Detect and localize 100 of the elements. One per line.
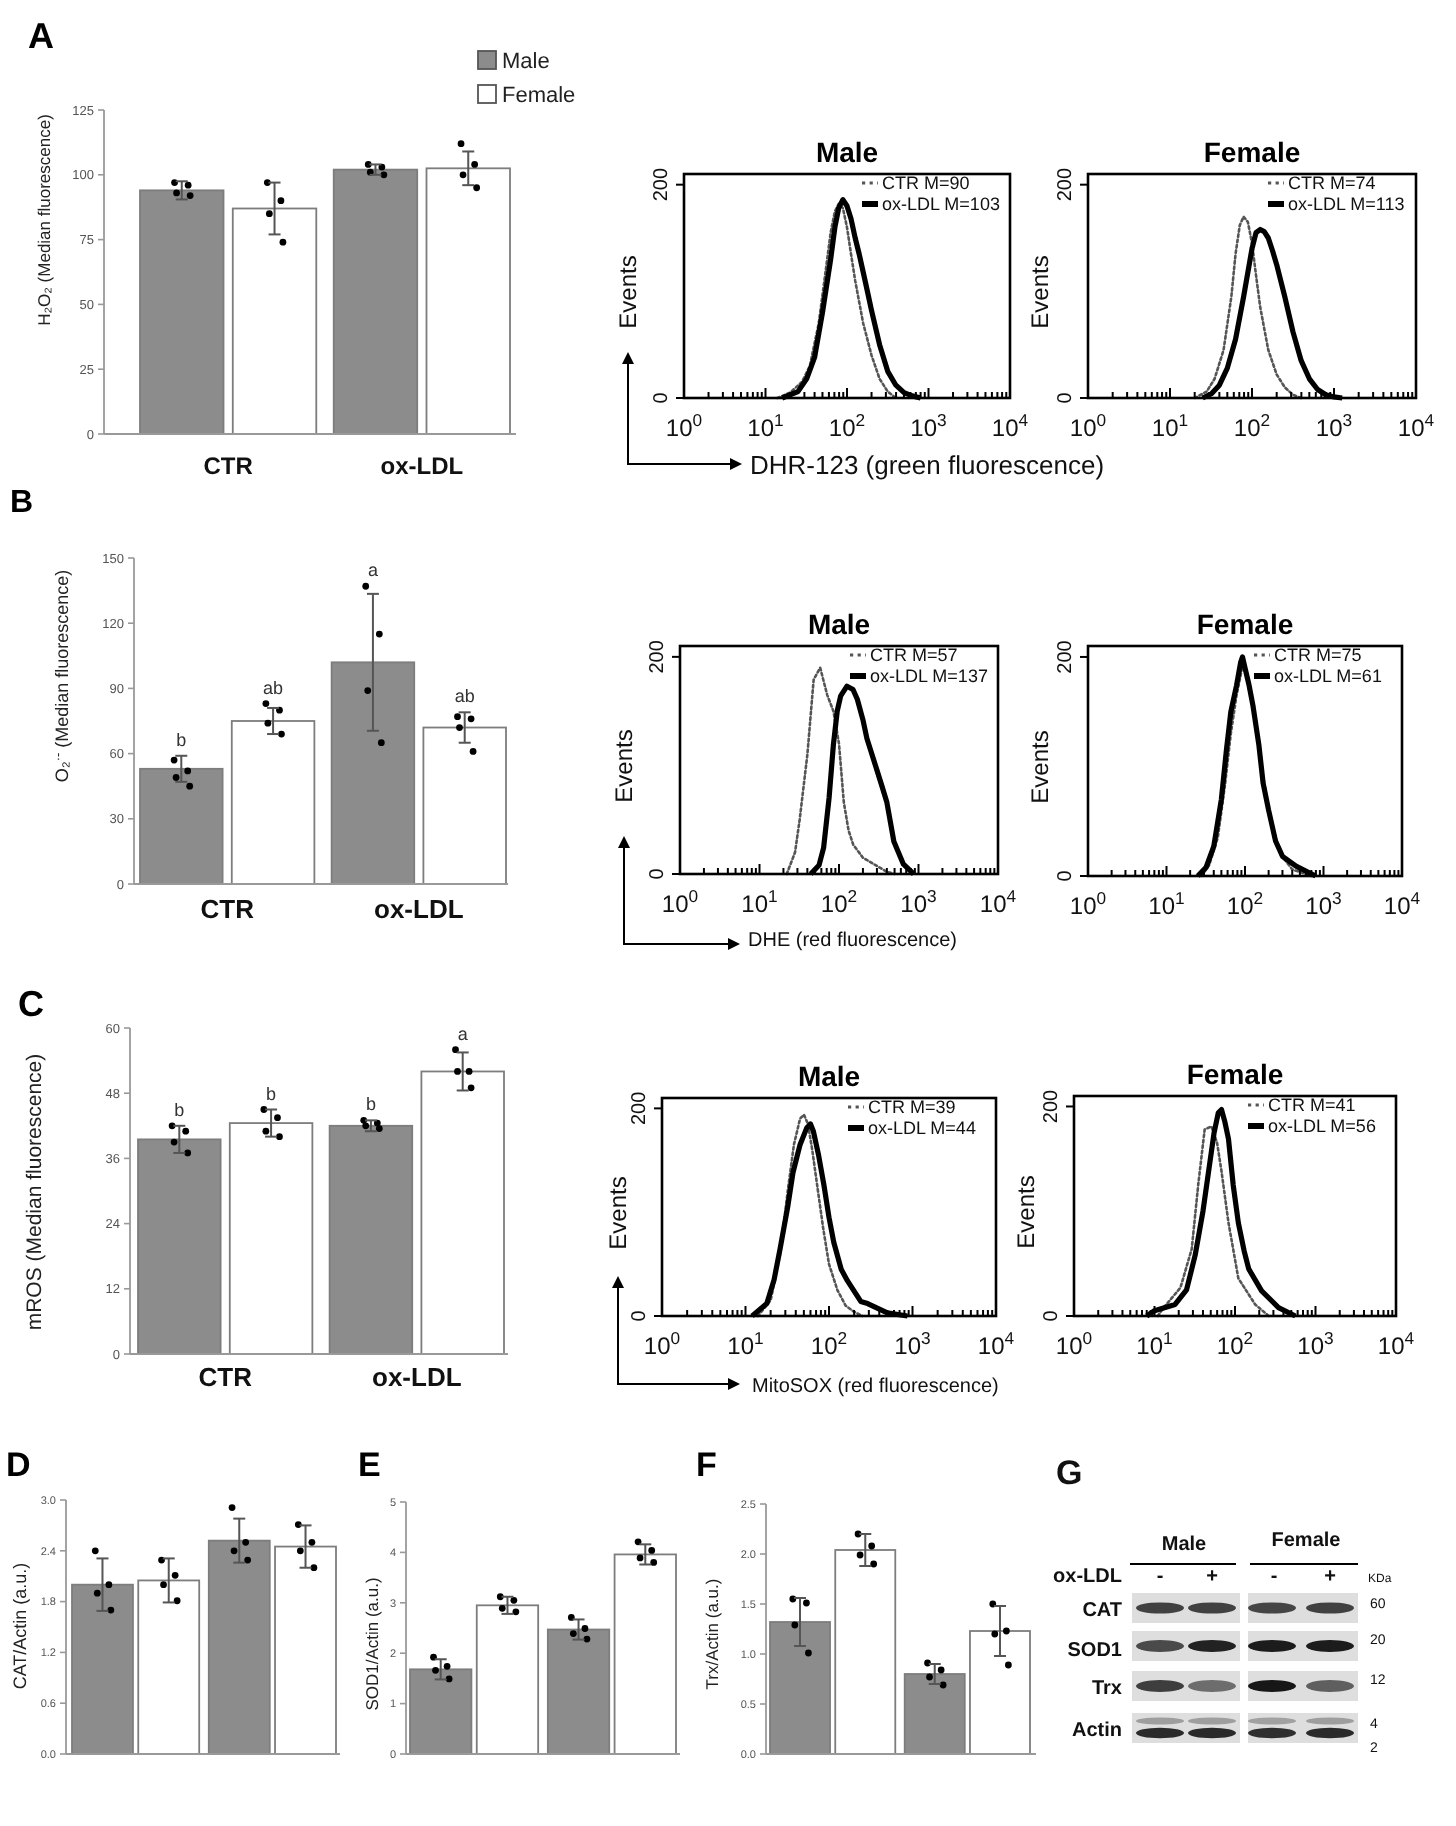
x-tick-label: 10$^{2}$ <box>1233 410 1271 442</box>
y-axis-title: Events <box>1026 255 1055 329</box>
y-axis-title: Trx/Actin (a.u.) <box>701 1578 722 1690</box>
y-tick-label: 0 <box>651 391 673 404</box>
text: CAT <box>1082 1600 1122 1622</box>
x-tick-label: 10$^{1}$ <box>1151 410 1189 442</box>
x-tick-label: 10$^{1}$ <box>747 410 785 442</box>
x-tick-label: 10$^{1}$ <box>1148 888 1186 920</box>
annotation: b <box>174 1099 185 1120</box>
y-axis-title: mROS (Median fluorescence) <box>23 1053 48 1331</box>
annotation: ab <box>454 686 475 707</box>
x-tick-label: 10$^{4}$ <box>1397 410 1435 442</box>
x-tick-label: 10$^{4}$ <box>991 410 1029 442</box>
legend-label: CTR M=75 <box>1274 645 1362 665</box>
legend-label: ox-LDL M=113 <box>1288 194 1405 214</box>
y-tick-label: 200 <box>1041 1088 1063 1124</box>
y-axis-title: Events <box>1026 730 1055 804</box>
text: Female <box>1271 1530 1342 1552</box>
text: SOD1 <box>1067 1640 1123 1662</box>
x-tick-label: 10$^{4}$ <box>979 886 1017 918</box>
x-tick-label: CTR <box>198 1362 254 1392</box>
y-tick-label: 200 <box>651 167 673 202</box>
x-tick-label: 10$^{2}$ <box>1226 888 1264 920</box>
y-tick-label: 200 <box>1055 639 1077 674</box>
text: C <box>18 984 44 1024</box>
y-tick-label: 200 <box>629 1090 651 1126</box>
y-axis-title: Events <box>1012 1175 1041 1249</box>
x-tick-label: 10$^{0}$ <box>1055 1328 1093 1360</box>
annotation: b <box>365 1094 376 1115</box>
chart-title: Male <box>807 608 871 640</box>
x-tick-label: ox-LDL <box>374 894 464 924</box>
x-tick-label: 10$^{2}$ <box>820 886 858 918</box>
text: B <box>10 486 34 520</box>
annotation: a <box>457 1023 468 1044</box>
y-tick-label: 0 <box>629 1309 651 1322</box>
x-axis-title: DHR-123 (green fluorescence) <box>750 450 1105 480</box>
legend-label: CTR M=74 <box>1288 173 1376 193</box>
x-tick-label: 10$^{0}$ <box>665 410 703 442</box>
y-axis-title: Events <box>604 1176 633 1250</box>
x-tick-label: 10$^{4}$ <box>1377 1328 1415 1360</box>
text: Female <box>502 83 576 108</box>
x-tick-label: 10$^{3}$ <box>910 410 948 442</box>
x-tick-label: 10$^{0}$ <box>643 1328 681 1360</box>
text: + <box>1324 1566 1337 1588</box>
legend-label: ox-LDL M=44 <box>868 1118 976 1138</box>
legend-label: CTR M=39 <box>868 1097 956 1117</box>
chart-title: Female <box>1196 608 1294 640</box>
x-axis-title: MitoSOX (red fluorescence) <box>752 1376 999 1398</box>
y-tick-label: 0 <box>647 867 669 880</box>
text: Male <box>1161 1534 1208 1556</box>
x-tick-label: 10$^{3}$ <box>900 886 938 918</box>
text: - <box>1156 1566 1164 1588</box>
y-tick-label: 200 <box>647 639 669 674</box>
x-tick-label: 10$^{0}$ <box>1069 888 1107 920</box>
annotation: ab <box>263 677 284 698</box>
legend-label: ox-LDL M=103 <box>882 194 1000 214</box>
text: Trx <box>1091 1678 1123 1700</box>
annotation: b <box>266 1083 277 1104</box>
legend-label: ox-LDL M=61 <box>1274 666 1382 686</box>
text: - <box>1270 1566 1278 1588</box>
legend-label: ox-LDL M=137 <box>870 666 988 686</box>
y-tick-label: 200 <box>1055 167 1077 202</box>
y-tick-label: 0 <box>1041 1309 1063 1322</box>
annotation: a <box>367 560 378 581</box>
y-axis-title: CAT/Actin (a.u.) <box>10 1562 31 1690</box>
text: D <box>6 1446 31 1484</box>
x-tick-label: 10$^{4}$ <box>977 1328 1015 1360</box>
y-tick-label: 0 <box>1055 391 1077 404</box>
text: E <box>358 1446 381 1484</box>
annotation: b <box>176 729 187 750</box>
x-tick-label: 10$^{2}$ <box>810 1328 848 1360</box>
x-tick-label: 10$^{0}$ <box>661 886 699 918</box>
text: G <box>1056 1454 1083 1492</box>
x-tick-label: 10$^{1}$ <box>1136 1328 1174 1360</box>
x-tick-label: 10$^{3}$ <box>1315 410 1353 442</box>
y-tick-label: 0 <box>1055 869 1077 882</box>
legend-label: CTR M=90 <box>882 173 970 193</box>
text: A <box>28 16 54 56</box>
text: ox-LDL <box>1053 1566 1122 1588</box>
text: F <box>696 1446 717 1484</box>
x-tick-label: 10$^{3}$ <box>894 1328 932 1360</box>
y-axis-title: Events <box>614 255 643 329</box>
chart-title: Male <box>797 1060 861 1092</box>
x-tick-label: CTR <box>200 894 256 924</box>
x-tick-label: 10$^{2}$ <box>1216 1328 1254 1360</box>
chart-title: Female <box>1186 1058 1284 1090</box>
x-tick-label: 10$^{3}$ <box>1305 888 1343 920</box>
x-tick-label: CTR <box>203 452 254 480</box>
x-tick-label: 10$^{3}$ <box>1297 1328 1335 1360</box>
legend-label: CTR M=41 <box>1268 1095 1356 1115</box>
x-tick-label: 10$^{0}$ <box>1069 410 1107 442</box>
text: + <box>1206 1566 1219 1588</box>
y-axis-title: Events <box>610 729 639 803</box>
text: Actin <box>1072 1720 1122 1742</box>
legend-label: ox-LDL M=56 <box>1268 1116 1376 1136</box>
x-tick-label: 10$^{4}$ <box>1383 888 1421 920</box>
x-tick-label: 10$^{1}$ <box>727 1328 765 1360</box>
legend-label: CTR M=57 <box>870 645 958 665</box>
legend-label: Male <box>502 49 550 74</box>
x-axis-title: DHE (red fluorescence) <box>748 930 957 952</box>
